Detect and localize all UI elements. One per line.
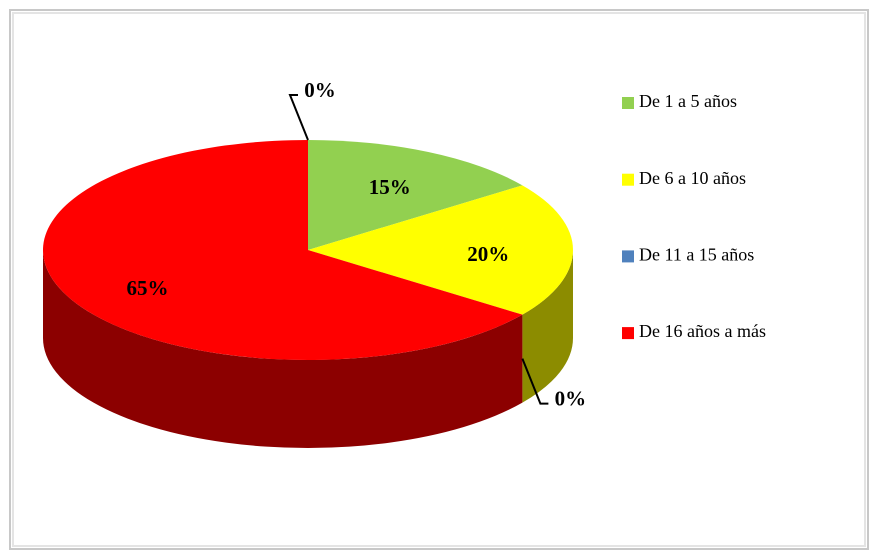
legend-label: De 16 años a más (639, 321, 766, 341)
slice (308, 140, 523, 250)
slice-side (522, 250, 573, 403)
legend-swatch (622, 327, 634, 340)
legend-swatch (622, 173, 634, 186)
legend-label: De 6 a 10 años (639, 168, 746, 188)
data-label: 20% (467, 242, 509, 266)
data-label: 65% (126, 276, 168, 300)
legend-label: De 1 a 5 años (639, 91, 737, 111)
frame-inner (12, 12, 866, 547)
leader-line (521, 358, 549, 405)
legend-swatch (622, 250, 634, 263)
legend-swatch (622, 97, 634, 109)
slice (308, 185, 574, 315)
slice (42, 140, 523, 360)
slice-side (43, 250, 523, 448)
data-label: 15% (369, 175, 411, 199)
data-label: 0% (304, 78, 336, 102)
leader-line (288, 94, 309, 141)
legend-label: De 11 a 15 años (639, 245, 754, 265)
data-label: 0% (555, 386, 587, 410)
